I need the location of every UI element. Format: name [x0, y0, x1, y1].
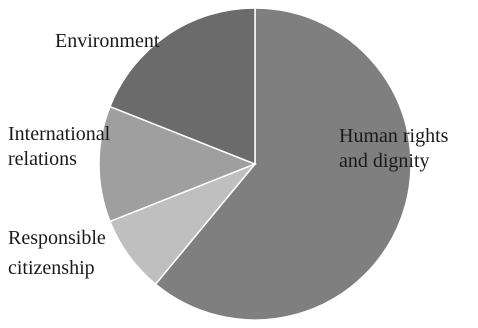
labels-group: Human rights and dignity Responsible citize…	[8, 30, 449, 279]
pie-slice-2	[98, 105, 258, 223]
slice-label-1-line-0: Responsible	[8, 227, 106, 249]
slice-label-0-line-0: Human rights	[339, 125, 449, 147]
slice-label-0: Human rights and dignity	[339, 125, 449, 172]
slice-label-3: Environment	[55, 30, 160, 52]
pie-slice-0	[154, 7, 412, 321]
slices-group	[98, 7, 412, 321]
pie-slice-3	[108, 7, 256, 166]
slice-label-0-line-1: and dignity	[339, 150, 430, 172]
slice-label-2-line-1: relations	[8, 148, 77, 170]
slice-label-2: International relations	[8, 123, 111, 170]
slice-label-2-line-0: International	[8, 123, 111, 145]
slice-label-1: Responsible citizenship	[8, 227, 106, 279]
slice-label-1-line-1: citizenship	[8, 257, 95, 279]
slice-label-3-line-0: Environment	[55, 30, 160, 52]
